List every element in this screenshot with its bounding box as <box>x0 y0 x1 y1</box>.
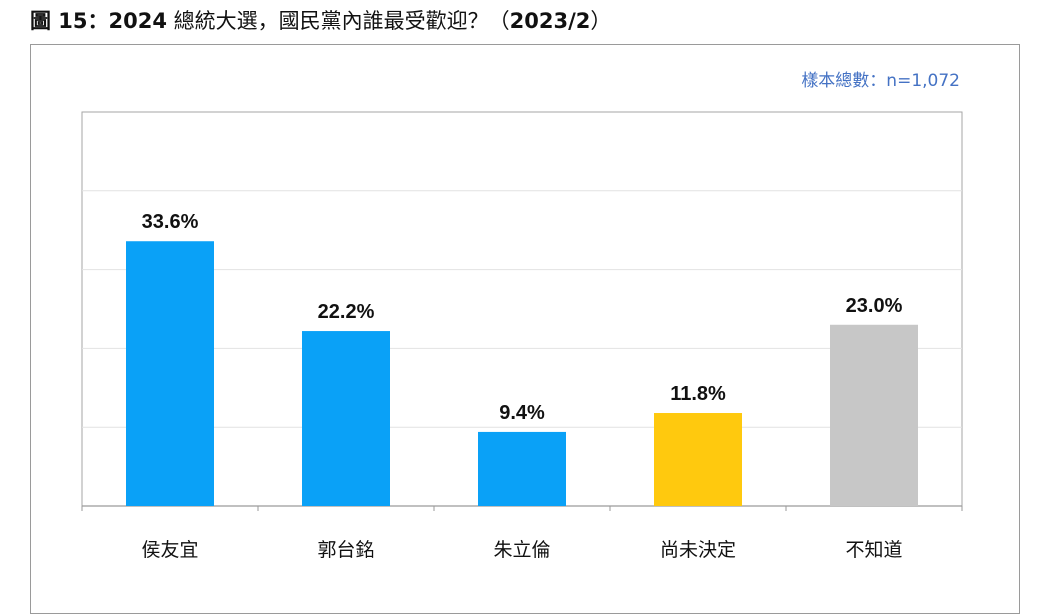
bar-value-label-5: 23.0% <box>846 295 903 317</box>
figure-title-number: 圖 15：2024 <box>30 9 167 33</box>
category-label-4: 尚未決定 <box>660 539 736 561</box>
figure-title-text: 總統大選，國民黨內誰最受歡迎？（ <box>166 9 510 33</box>
bar-value-label-3: 9.4% <box>499 402 545 424</box>
category-label-1: 侯友宜 <box>141 539 198 561</box>
category-label-3: 朱立倫 <box>493 539 550 561</box>
bar-3 <box>478 431 566 506</box>
sample-size-label: 樣本總數：n=1,072 <box>801 71 960 91</box>
category-label-5: 不知道 <box>845 539 902 561</box>
bar-value-label-1: 33.6% <box>142 211 199 233</box>
bar-value-label-2: 22.2% <box>318 301 375 323</box>
bar-1 <box>126 241 214 506</box>
figure-title: 圖 15：2024 總統大選，國民黨內誰最受歡迎？（2023/2） <box>30 6 611 36</box>
figure-title-close: ） <box>590 9 612 33</box>
bar-2 <box>302 331 390 506</box>
bar-5 <box>830 324 918 506</box>
bar-4 <box>654 413 742 506</box>
bar-value-label-4: 11.8% <box>670 383 726 405</box>
figure-title-date: 2023/2 <box>509 9 591 33</box>
category-label-2: 郭台銘 <box>317 539 374 561</box>
bar-chart: 33.6% 侯友宜 22.2% 郭台銘 9.4% 朱立倫 11.8% 尚未決定 23.0% 不知道 <box>81 111 963 561</box>
